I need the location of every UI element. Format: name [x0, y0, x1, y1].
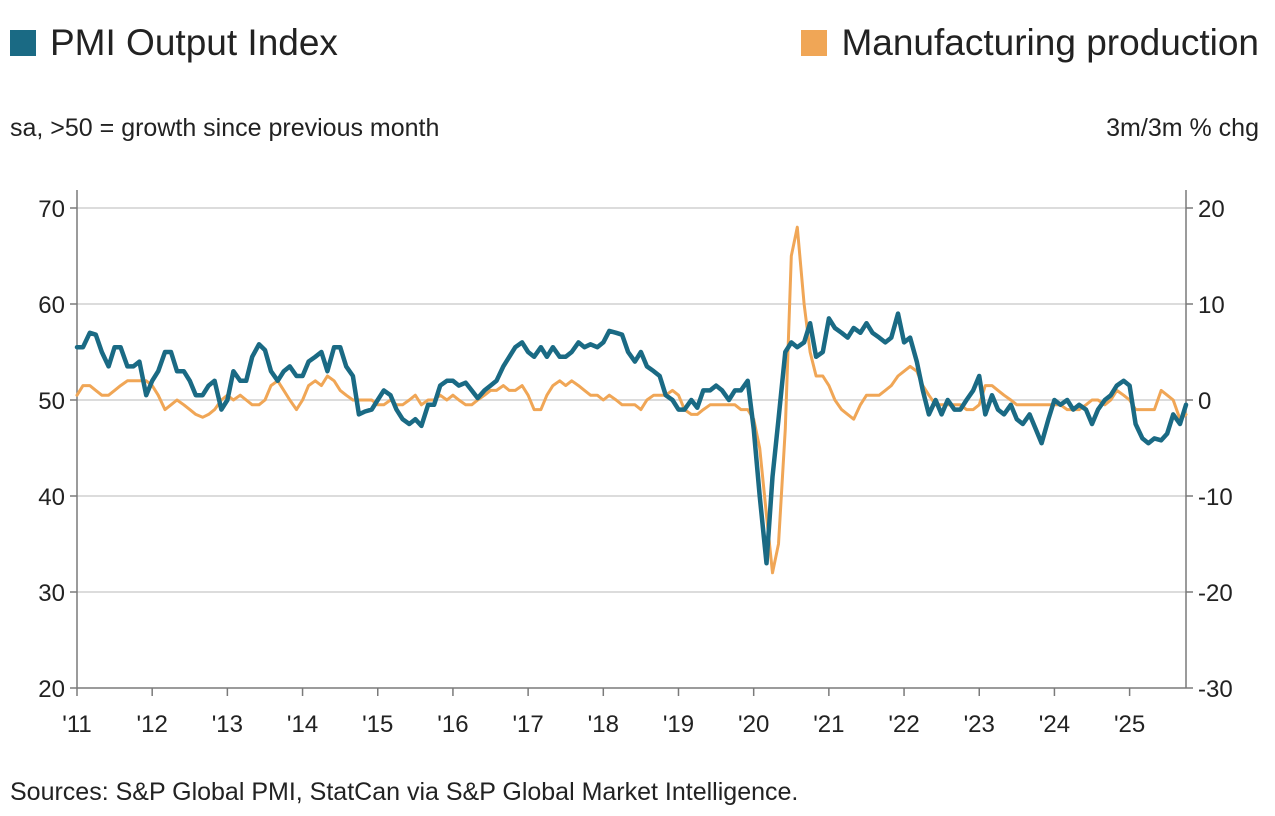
x-tick-label: '15 — [362, 711, 393, 738]
left-tick-label: 60 — [38, 292, 65, 319]
right-tick-label: -10 — [1198, 484, 1233, 511]
right-tick-label: 10 — [1198, 292, 1225, 319]
x-tick-label: '17 — [512, 711, 543, 738]
left-tick-label: 70 — [38, 196, 65, 223]
pmi-legend-swatch — [10, 30, 36, 56]
x-tick-label: '18 — [588, 711, 619, 738]
x-tick-label: '12 — [137, 711, 168, 738]
left-tick-label: 50 — [38, 388, 65, 415]
left-tick-label: 30 — [38, 580, 65, 607]
legend-item-mfg: Manufacturing production — [801, 22, 1259, 64]
right-tick-label: 20 — [1198, 196, 1225, 223]
x-tick-label: '23 — [964, 711, 995, 738]
left-tick-label: 40 — [38, 484, 65, 511]
left-axis-unit: sa, >50 = growth since previous month — [10, 114, 440, 142]
mfg-legend-swatch — [801, 30, 828, 56]
right-axis-unit: 3m/3m % chg — [1106, 114, 1259, 142]
right-tick-label: -30 — [1198, 676, 1233, 703]
x-tick-label: '19 — [663, 711, 694, 738]
mfg-legend-label: Manufacturing production — [841, 22, 1259, 63]
x-tick-label: '13 — [212, 711, 243, 738]
x-tick-label: '21 — [813, 711, 844, 738]
x-tick-label: '20 — [738, 711, 769, 738]
x-tick-label: '25 — [1114, 711, 1145, 738]
source-note: Sources: S&P Global PMI, StatCan via S&P… — [10, 778, 799, 806]
right-tick-label: 0 — [1198, 388, 1211, 415]
legend-item-pmi: PMI Output Index — [10, 22, 338, 64]
x-tick-label: '11 — [62, 711, 92, 738]
right-tick-label: -20 — [1198, 580, 1233, 607]
x-tick-label: '16 — [437, 711, 468, 738]
x-tick-label: '24 — [1039, 711, 1070, 738]
pmi-legend-label: PMI Output Index — [50, 22, 338, 63]
x-tick-label: '22 — [888, 711, 919, 738]
x-tick-label: '14 — [287, 711, 318, 738]
left-tick-label: 20 — [38, 676, 65, 703]
pmi-output-series-line — [74, 311, 1189, 566]
manufacturing-production-series-line — [75, 225, 1188, 575]
